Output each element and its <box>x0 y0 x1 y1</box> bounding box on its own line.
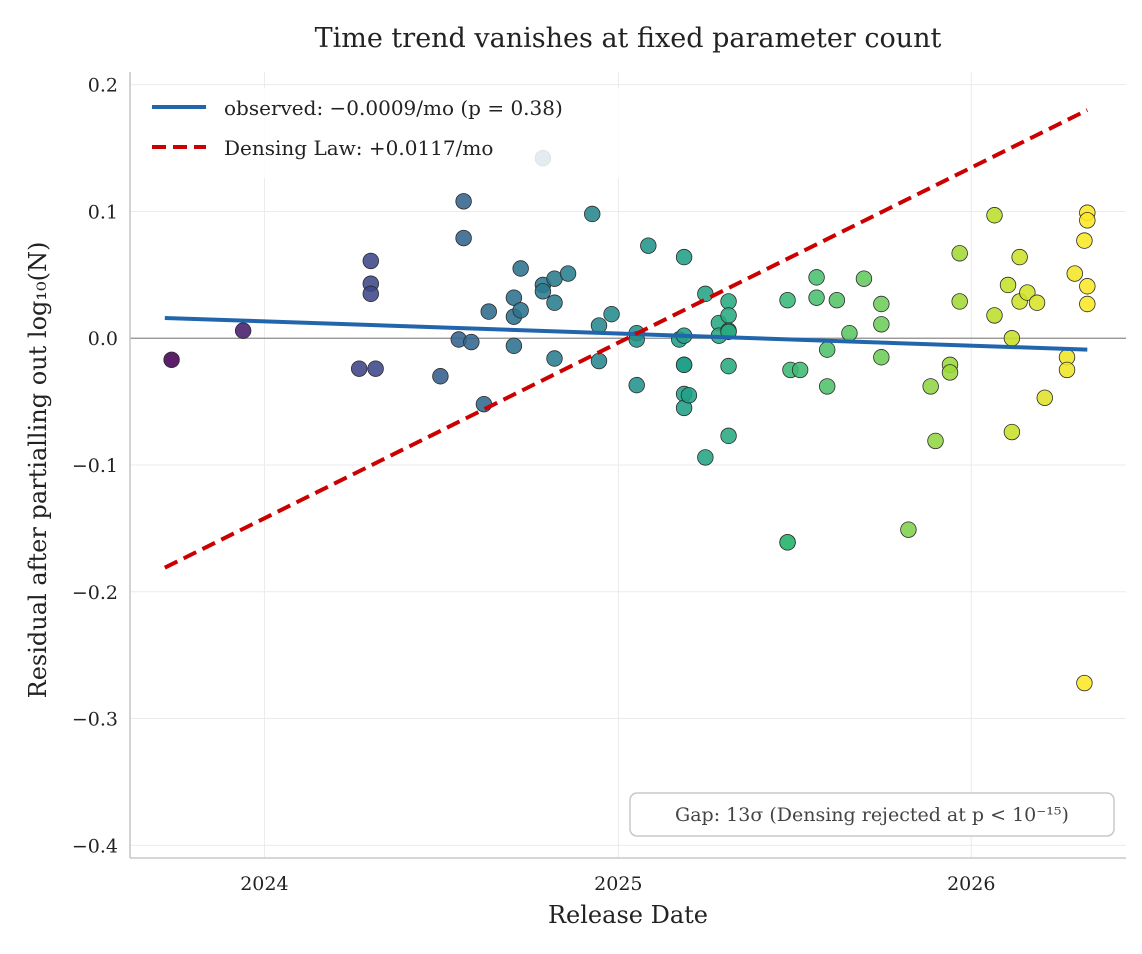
annotation-text: Gap: 13σ (Densing rejected at p < 10⁻¹⁵) <box>675 804 1069 826</box>
data-point-92 <box>1079 295 1096 313</box>
data-point-9 <box>455 193 472 210</box>
data-point-72 <box>951 245 968 262</box>
data-point-62 <box>841 324 858 342</box>
data-point-85 <box>1058 361 1076 379</box>
data-point-33 <box>640 237 657 254</box>
data-point-57 <box>808 269 825 286</box>
y-tick-label-1: 0.1 <box>88 201 118 223</box>
data-point-47 <box>720 307 737 324</box>
y-tick-label-4: −0.2 <box>72 582 118 604</box>
trend-lines <box>163 108 1089 570</box>
data-point-23 <box>546 294 563 311</box>
data-point-61 <box>828 291 846 309</box>
gap-annotation: Gap: 13σ (Densing rejected at p < 10⁻¹⁵) <box>629 792 1115 837</box>
annotation-box <box>629 792 1115 837</box>
data-point-51 <box>720 427 737 445</box>
chart-title: Time trend vanishes at fixed parameter c… <box>315 23 942 54</box>
data-point-32 <box>628 376 645 394</box>
data-point-43 <box>697 285 714 303</box>
data-points <box>163 150 1096 692</box>
data-point-41 <box>680 387 698 404</box>
data-point-26 <box>584 205 601 223</box>
y-tick-label-2: 0.0 <box>88 328 118 350</box>
data-point-58 <box>808 289 825 306</box>
axes <box>129 72 1126 859</box>
data-point-78 <box>1003 423 1021 441</box>
data-point-2 <box>350 360 368 377</box>
data-point-79 <box>1011 248 1028 266</box>
y-axis-label: Residual after partialling out log₁₀(N) <box>24 242 52 699</box>
densing-law-line <box>163 108 1089 570</box>
legend: observed: −0.0009/mo (p = 0.38) Densing … <box>142 88 622 178</box>
data-point-82 <box>1028 294 1046 311</box>
data-point-86 <box>1066 265 1083 282</box>
legend-box <box>142 88 622 178</box>
data-point-5 <box>362 285 379 303</box>
data-point-42 <box>697 449 714 466</box>
data-point-91 <box>1079 278 1096 295</box>
data-point-0 <box>163 351 180 368</box>
y-tick-label-0: 0.2 <box>88 75 118 97</box>
data-point-68 <box>922 378 939 395</box>
data-point-38 <box>675 356 693 374</box>
data-point-67 <box>900 521 917 538</box>
data-point-54 <box>779 534 796 551</box>
data-point-3 <box>362 252 379 270</box>
data-point-65 <box>873 316 890 333</box>
data-point-59 <box>819 341 836 358</box>
data-point-13 <box>480 303 497 320</box>
data-point-7 <box>432 368 449 385</box>
tick-labels: 0.2 0.1 0.0 −0.1 −0.2 −0.3 −0.4 2024 2025 2026 <box>72 75 996 895</box>
data-point-73 <box>951 293 968 310</box>
data-point-77 <box>1003 330 1021 347</box>
data-point-46 <box>720 293 737 310</box>
legend-label-densing: Densing Law: +0.0117/mo <box>224 136 493 160</box>
data-point-69 <box>927 432 944 450</box>
x-tick-label-1: 2025 <box>594 873 642 895</box>
data-point-14 <box>505 289 523 306</box>
y-tick-label-3: −0.1 <box>72 455 118 477</box>
data-point-56 <box>791 361 809 379</box>
x-tick-label-2: 2026 <box>947 873 995 895</box>
legend-label-observed: observed: −0.0009/mo (p = 0.38) <box>224 96 563 120</box>
y-tick-label-6: −0.4 <box>72 835 118 857</box>
observed-trend-line <box>164 315 1088 352</box>
data-point-12 <box>475 395 493 413</box>
data-point-6 <box>367 360 384 377</box>
data-point-21 <box>534 283 552 300</box>
grid-layer <box>130 72 1126 858</box>
data-point-81 <box>1019 284 1036 301</box>
data-point-10 <box>455 229 472 247</box>
data-point-87 <box>1076 232 1093 249</box>
data-point-76 <box>999 276 1017 294</box>
data-point-1 <box>234 322 252 339</box>
data-point-74 <box>986 207 1003 224</box>
data-point-88 <box>1076 674 1093 692</box>
data-point-52 <box>779 291 796 309</box>
data-point-11 <box>463 333 480 351</box>
data-point-24 <box>546 350 563 367</box>
data-point-64 <box>873 295 890 313</box>
data-point-50 <box>720 357 737 375</box>
y-tick-label-5: −0.3 <box>72 709 118 731</box>
data-point-75 <box>986 307 1003 324</box>
data-point-16 <box>505 337 523 355</box>
data-point-63 <box>855 270 873 287</box>
x-axis-label: Release Date <box>548 901 708 929</box>
data-point-29 <box>603 305 620 323</box>
data-point-71 <box>941 364 959 381</box>
data-point-83 <box>1036 389 1053 407</box>
x-tick-label-0: 2024 <box>240 873 288 895</box>
data-point-28 <box>590 352 608 370</box>
data-point-90 <box>1079 212 1096 229</box>
data-point-18 <box>512 302 529 319</box>
data-point-66 <box>873 349 890 366</box>
data-point-35 <box>675 248 693 266</box>
data-point-60 <box>819 378 836 395</box>
data-point-25 <box>559 265 577 282</box>
data-point-17 <box>512 260 529 277</box>
